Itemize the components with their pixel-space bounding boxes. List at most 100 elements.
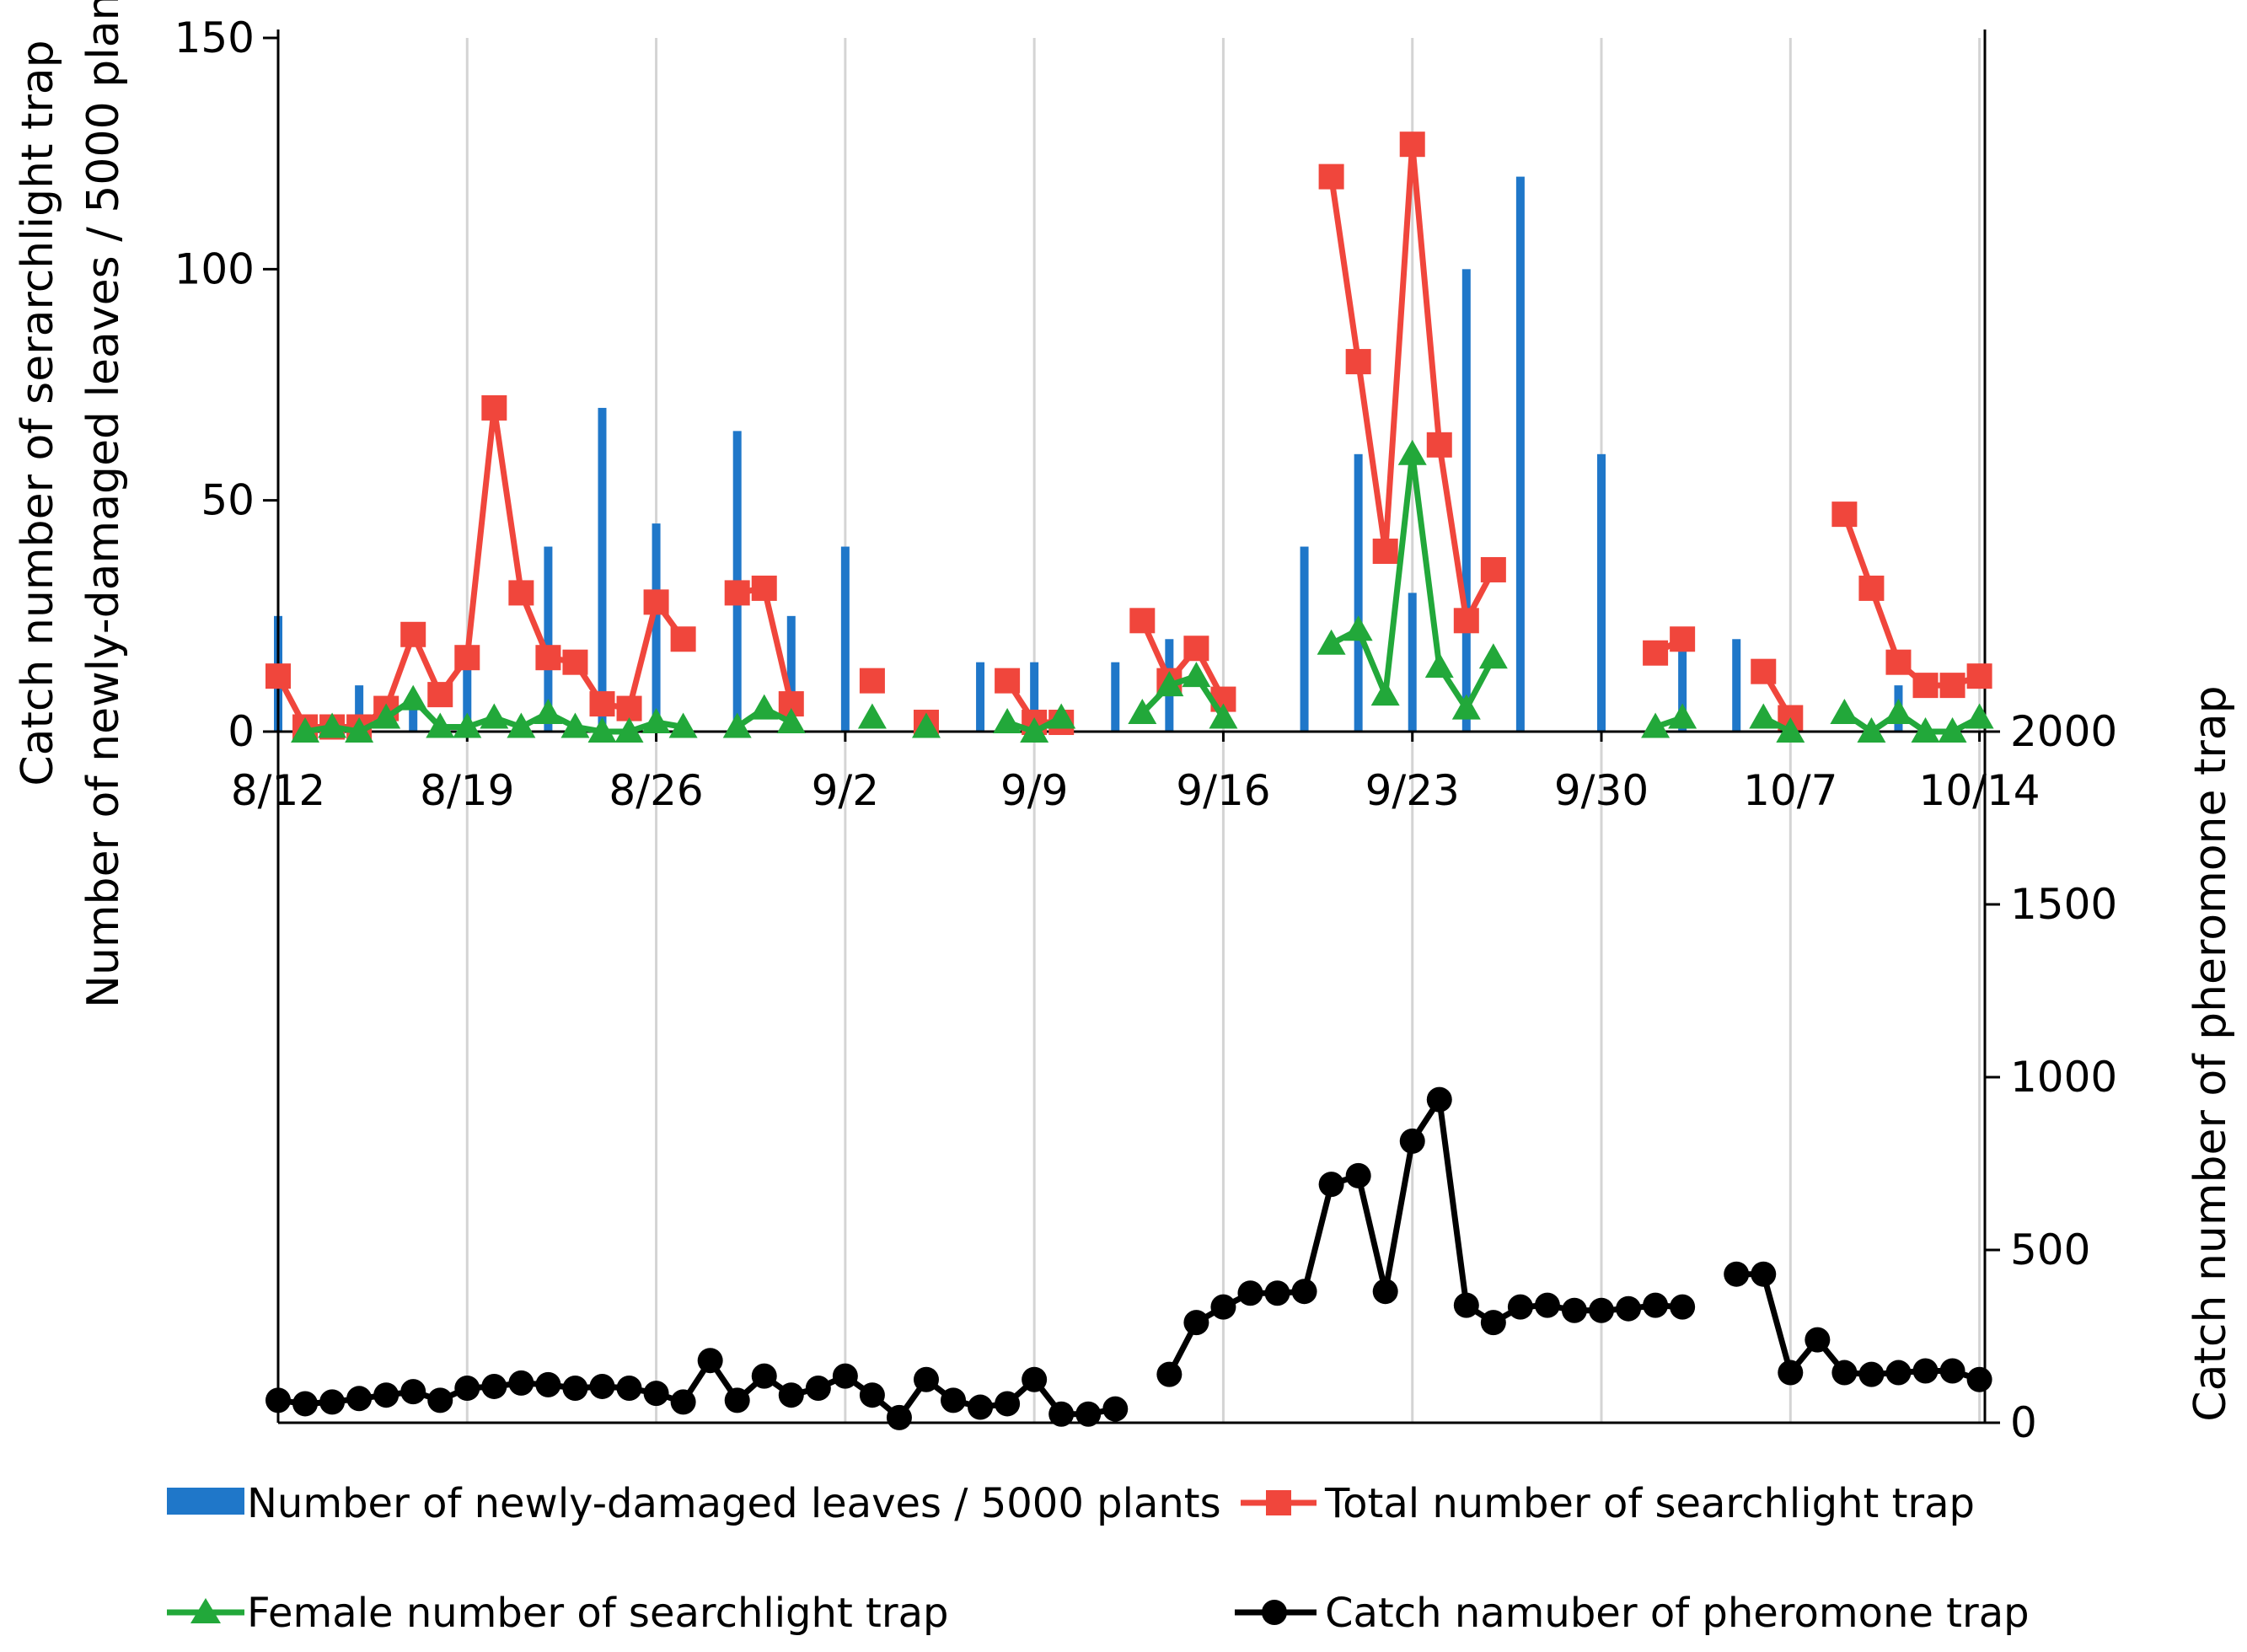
point-female [993,708,1022,734]
point-pheromone [1885,1360,1912,1386]
point-female [372,703,401,729]
series-line-segment [1842,710,1982,735]
legend-swatch-bar [167,1488,244,1515]
point-pheromone [724,1387,750,1413]
point-female [857,703,887,729]
point-female [1884,699,1913,725]
y-left-tick-label: 150 [174,13,255,62]
point-pheromone [751,1363,777,1389]
point-pheromone [319,1389,346,1415]
point-pheromone [670,1389,696,1415]
point-total [995,668,1021,694]
point-pheromone [265,1387,291,1413]
x-tick-label: 10/14 [1919,766,2041,815]
point-pheromone [1426,1086,1452,1113]
legend: Number of newly-damaged leaves / 5000 pl… [167,1480,2030,1637]
legend-item-pheromone: Catch namuber of pheromone trap [1235,1590,2030,1637]
point-female [1343,615,1373,641]
point-female [614,717,644,743]
point-pheromone [1480,1310,1506,1336]
point-pheromone [1724,1261,1750,1287]
point-total [1372,539,1398,565]
point-total [1399,131,1425,158]
point-pheromone [1805,1327,1831,1353]
point-pheromone [1616,1295,1642,1322]
point-pheromone [508,1370,534,1396]
series-line-segment [1736,1271,1981,1383]
point-pheromone [1318,1172,1344,1198]
point-female [1749,703,1778,729]
point-female [1911,717,1940,743]
point-female [749,694,779,720]
point-total [643,589,669,615]
point-pheromone [589,1373,615,1399]
bar [598,407,607,732]
point-female [1209,703,1238,729]
point-female [291,717,320,743]
bar [409,708,418,732]
point-female [534,699,563,725]
point-total [751,575,777,601]
bar [976,662,985,732]
bar [840,546,850,732]
bar [1408,593,1417,732]
point-total [400,621,426,647]
point-pheromone [1022,1366,1048,1392]
bar [1354,453,1363,732]
point-total [508,580,534,606]
point-pheromone [427,1387,453,1413]
point-female [1641,712,1671,738]
point-female [507,712,536,738]
x-tick-label: 9/23 [1365,766,1460,815]
point-pheromone [1507,1294,1533,1320]
point-pheromone [1751,1261,1777,1287]
legend-swatch-pheromone-marker [1262,1600,1287,1625]
legend-label-leaves: Number of newly-damaged leaves / 5000 pl… [247,1480,1221,1527]
point-total [535,645,561,671]
point-pheromone [616,1376,642,1401]
point-pheromone [1210,1294,1236,1320]
bar [355,685,364,732]
point-female [1397,439,1427,465]
point-pheromone [373,1382,400,1408]
point-pheromone [1453,1292,1479,1318]
point-pheromone [1264,1280,1290,1306]
series-line-segment [1140,619,1226,701]
point-pheromone [1345,1162,1371,1188]
point-total [1318,164,1344,190]
point-female [776,708,806,734]
x-tick-label: 10/7 [1743,766,1837,815]
bar [786,615,796,732]
point-pheromone [1237,1280,1263,1306]
bar [1111,662,1120,732]
legend-label-pheromone: Catch namuber of pheromone trap [1325,1590,2030,1637]
series-line-segment [275,405,686,730]
point-female [722,712,752,738]
point-total [265,663,291,689]
legend-item-female: Female number of searchlight trap [167,1590,948,1637]
point-female [1857,717,1886,743]
point-total [454,645,480,671]
point-pheromone [1778,1360,1804,1386]
x-tick-label: 8/19 [420,766,514,815]
legend-label-female: Female number of searchlight trap [247,1590,948,1637]
point-female [668,712,698,738]
point-female [1668,703,1697,729]
point-female [426,712,455,738]
y-right-tick-label: 1500 [2010,880,2117,929]
point-pheromone [1372,1279,1398,1305]
point-female [1155,671,1184,697]
point-female [1424,652,1454,678]
point-total [1480,556,1506,582]
point-total [1751,658,1777,684]
point-pheromone [859,1382,885,1408]
left-axis-title-line1: Catch number of serarchlight trap [13,40,63,786]
point-female [453,712,482,738]
bar [1030,662,1039,732]
legend-item-leaves: Number of newly-damaged leaves / 5000 pl… [167,1480,1221,1527]
bar [1597,453,1606,732]
right-axis-title: Catch number of pheromone trap [2185,685,2236,1421]
point-pheromone [1048,1401,1075,1427]
bar [1732,639,1741,732]
